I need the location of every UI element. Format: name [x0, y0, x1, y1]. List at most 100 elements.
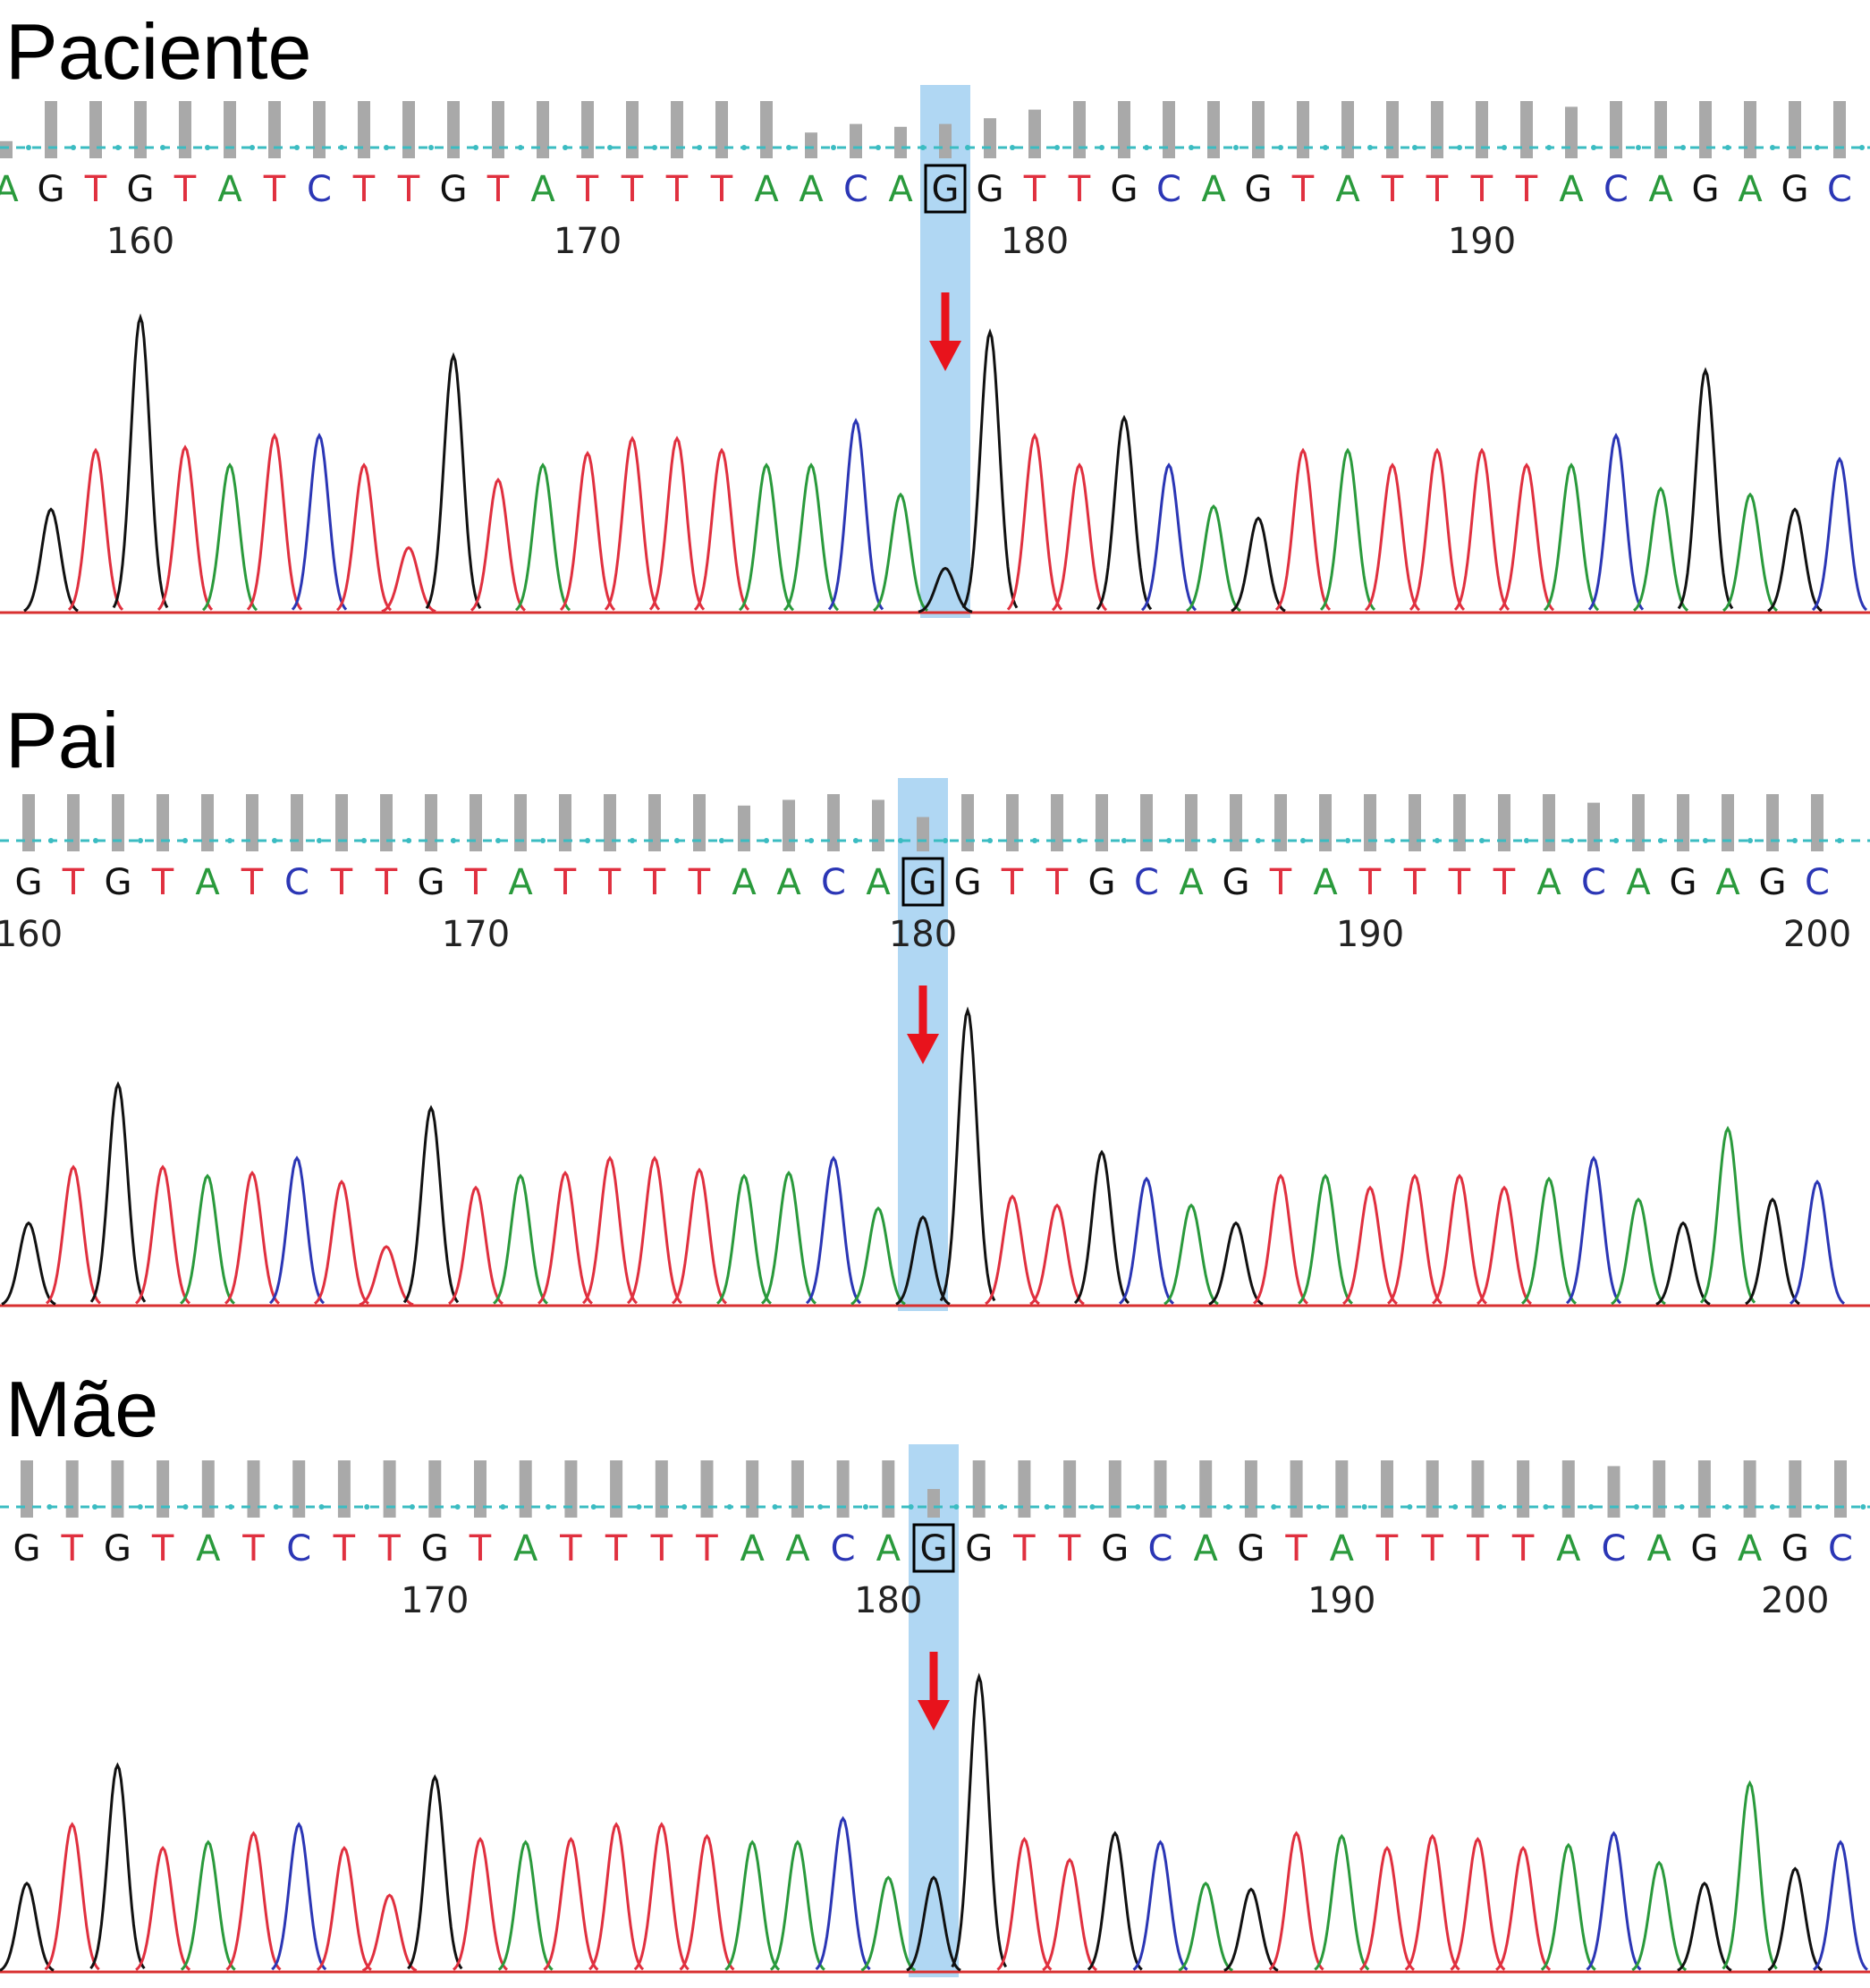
base-call: T	[1381, 169, 1404, 210]
base-call: G	[1223, 862, 1250, 903]
peak-T	[1450, 1836, 1506, 1971]
peak-T	[134, 1164, 191, 1305]
base-call: C	[1828, 1528, 1853, 1569]
base-call: T	[576, 169, 599, 210]
base-call: A	[1313, 862, 1338, 903]
quality-bar	[1607, 1466, 1620, 1518]
base-call: T	[1493, 862, 1516, 903]
panel-title: Paciente	[5, 7, 312, 96]
quality-bar	[1028, 109, 1041, 158]
peak-G	[1767, 507, 1823, 613]
base-call: T	[554, 862, 577, 903]
peak-G	[939, 1006, 996, 1302]
position-tick-label: 180	[889, 914, 957, 955]
base-call: A	[754, 169, 779, 210]
base-call: A	[1559, 169, 1584, 210]
quality-dot	[451, 838, 456, 843]
quality-dot	[607, 145, 613, 150]
quality-bar	[1364, 794, 1376, 851]
peak-T	[135, 1845, 191, 1971]
quality-dot	[1135, 1504, 1141, 1510]
base-call: T	[62, 862, 85, 903]
peak-G	[23, 507, 79, 613]
peak-C	[815, 1815, 871, 1971]
peak-T	[381, 546, 436, 613]
quality-dot	[1769, 1504, 1775, 1510]
base-call: A	[217, 169, 242, 210]
peak-C	[1790, 1179, 1845, 1305]
quality-bar	[1063, 1460, 1077, 1518]
highlighted-base-box	[912, 1523, 955, 1573]
quality-dot	[473, 145, 478, 150]
quality-dot	[48, 838, 54, 843]
quality-dot	[585, 838, 590, 843]
peak-T	[224, 1170, 280, 1305]
base-call: A	[876, 1528, 901, 1569]
quality-bar	[292, 1460, 306, 1518]
peak-G	[1677, 1881, 1732, 1972]
peak-A	[497, 1840, 554, 1971]
peak-A	[769, 1840, 825, 1971]
quality-dot	[808, 838, 814, 843]
peak-A	[1631, 1860, 1688, 1972]
base-call: A	[513, 1528, 538, 1569]
quality-dot	[454, 1504, 461, 1510]
quality-dot	[364, 1504, 370, 1510]
quality-bar	[21, 1460, 33, 1518]
quality-dot	[1367, 145, 1373, 150]
quality-bar	[537, 101, 549, 158]
base-call: G	[1111, 169, 1138, 210]
quality-dot	[1412, 145, 1417, 150]
quality-bar	[1230, 794, 1242, 851]
peak-A	[1319, 447, 1376, 611]
base-call: T	[151, 862, 174, 903]
base-call: A	[776, 862, 801, 903]
base-call: G	[1759, 862, 1787, 903]
peak-T	[1051, 462, 1108, 612]
highlighted-base-box	[901, 857, 944, 907]
quality-bar	[604, 794, 616, 851]
quality-dot	[1407, 1504, 1413, 1510]
base-call: T	[1426, 169, 1449, 210]
peak-T	[581, 1155, 639, 1305]
base-call: T	[1058, 1528, 1081, 1569]
quality-bar	[1319, 794, 1332, 851]
base-call: T	[643, 862, 666, 903]
quality-bar	[268, 101, 281, 158]
quality-dot	[1543, 1504, 1549, 1510]
quality-bar	[1409, 794, 1421, 851]
quality-dot	[831, 145, 836, 150]
peak-T	[314, 1179, 369, 1305]
quality-bar	[1381, 1460, 1393, 1518]
quality-bar	[470, 794, 482, 851]
base-call: T	[559, 1528, 582, 1569]
position-tick-label: 190	[1448, 221, 1516, 262]
base-call: T	[621, 169, 644, 210]
base-call: A	[1738, 169, 1763, 210]
quality-bar	[134, 101, 147, 158]
panel-title: Mãe	[5, 1365, 159, 1453]
peak-T	[1432, 1173, 1487, 1305]
base-call: A	[0, 169, 19, 210]
quality-dot	[1860, 1504, 1866, 1510]
quality-bar	[791, 1460, 804, 1518]
base-call: T	[241, 1528, 265, 1569]
base-call: G	[104, 1528, 131, 1569]
base-call: T	[1269, 862, 1292, 903]
base-call: G	[1245, 169, 1273, 210]
base-call: G	[421, 1528, 449, 1569]
quality-dot	[495, 838, 501, 843]
base-call: A	[1536, 862, 1561, 903]
base-call: C	[1581, 862, 1606, 903]
peak-A	[1186, 504, 1241, 613]
peak-G	[1767, 1866, 1823, 1972]
quality-dot	[817, 1504, 824, 1510]
quality-bar	[882, 1460, 895, 1518]
quality-dot	[1747, 838, 1753, 843]
peak-G	[0, 1881, 55, 1972]
base-call: T	[333, 1528, 356, 1569]
peak-A	[1178, 1881, 1233, 1972]
quality-dot	[1658, 838, 1663, 843]
quality-dot	[1390, 838, 1395, 843]
